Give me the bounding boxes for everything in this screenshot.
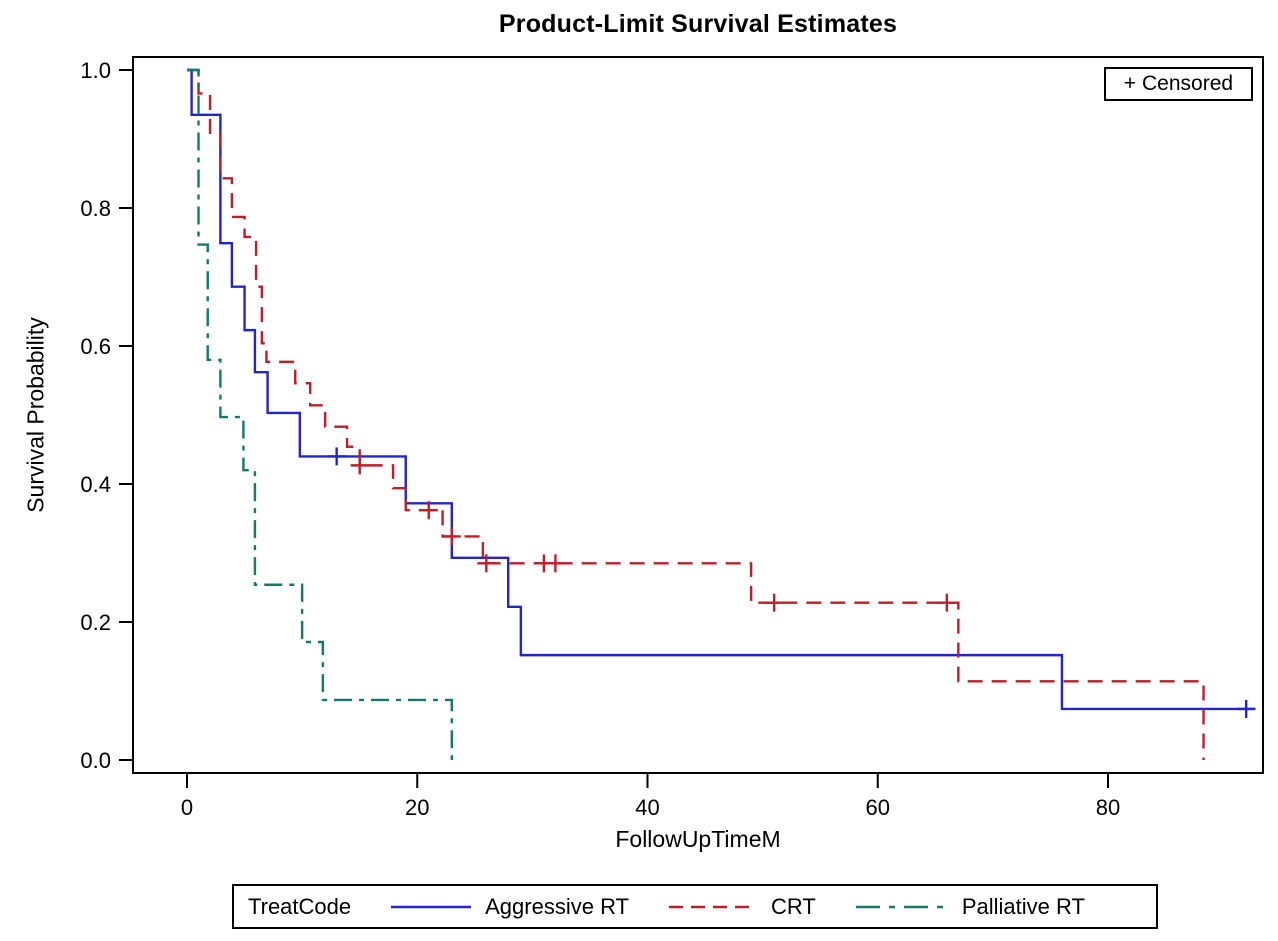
x-axis-tick-label: 20 [405,795,429,820]
y-axis-tick-label: 0.4 [80,472,111,497]
x-axis-label: FollowUpTimeM [615,826,781,852]
censored-legend: + Censored [1104,67,1253,101]
y-axis-tick-label: 0.0 [80,748,111,773]
x-axis-tick-label: 0 [181,795,193,820]
legend-item-crt: CRT [667,894,816,920]
x-axis-tick-label: 40 [635,795,659,820]
legend-line-sample-icon [669,905,757,908]
censored-legend-label: + Censored [1123,72,1234,95]
legend-item-aggressive-rt: Aggressive RT [389,894,629,920]
y-axis-tick-label: 0.8 [80,196,111,221]
y-axis-tick-label: 1.0 [80,58,111,83]
legend-label-crt: CRT [771,893,816,919]
legend-label-palliative-rt: Palliative RT [961,893,1085,919]
x-axis-tick-label: 80 [1096,795,1120,820]
series-line-crt [187,68,1205,760]
legend-line-sample-icon [391,905,472,908]
legend-line-sample-icon [855,905,948,908]
y-axis-tick-label: 0.6 [80,334,111,359]
y-axis-tick-label: 0.2 [80,610,111,635]
plot-frame [132,56,1264,774]
chart-title: Product-Limit Survival Estimates [498,10,898,38]
series-line-aggressive-rt [187,68,1256,711]
legend-title: TreatCode [248,893,352,919]
x-axis-tick-label: 60 [866,795,890,820]
series-line-palliative-rt [187,68,453,760]
y-axis-label: Survival Probability [22,317,49,513]
series-legend: TreatCode Aggressive RT CRT Palliative R… [232,884,1158,929]
legend-label-aggressive-rt: Aggressive RT [485,893,629,919]
legend-item-palliative-rt: Palliative RT [854,894,1085,920]
